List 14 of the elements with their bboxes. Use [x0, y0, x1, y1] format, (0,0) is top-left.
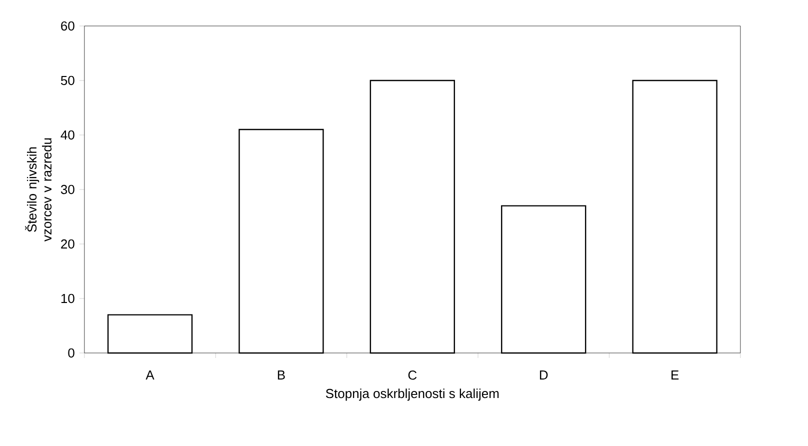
y-tick-label: 30	[60, 184, 74, 194]
x-tick-label: E	[672, 370, 679, 380]
x-tick-label: A	[146, 370, 154, 380]
y-axis-title: Število njivskih vzorcev v razredu	[25, 138, 52, 242]
y-tick-label: 60	[61, 21, 74, 31]
y-tick-label: 50	[60, 76, 74, 86]
x-axis-title: Stopnja oskrbljenosti s kalijem	[326, 388, 499, 401]
x-tick-label: D	[540, 370, 548, 380]
y-tick-label: 20	[61, 239, 74, 249]
y-tick-label: 40	[60, 130, 74, 140]
x-tick-label: B	[278, 370, 285, 380]
x-tick-label: C	[408, 370, 417, 380]
y-tick-label: 10	[61, 294, 74, 304]
y-tick-label: 0	[68, 348, 74, 358]
